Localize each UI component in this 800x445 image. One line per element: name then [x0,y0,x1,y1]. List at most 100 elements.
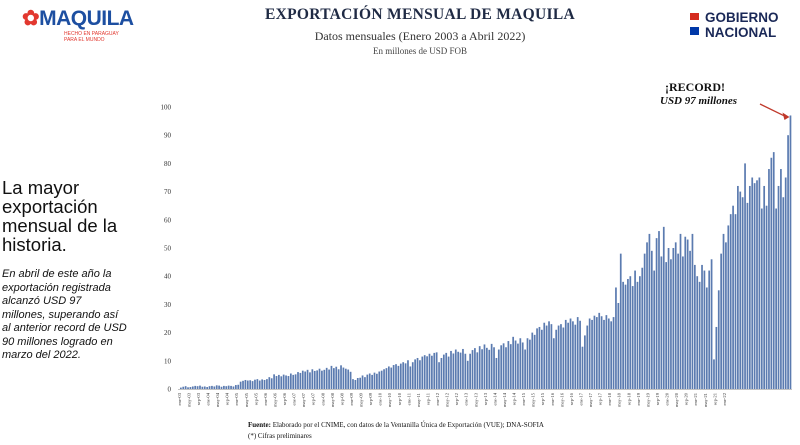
bar [349,371,352,389]
bar [440,357,443,389]
bar [701,264,703,389]
bar [693,264,696,389]
bar [397,365,400,389]
bar [294,374,297,389]
bar [581,346,584,389]
x-tick-label: may-17 [588,392,593,407]
bar [648,233,651,389]
bar [509,344,512,389]
bar [756,180,758,389]
bar [462,348,464,389]
bar [689,250,691,389]
bar [191,386,194,389]
bar [438,362,440,389]
gobierno-line: GOBIERNO [705,10,779,25]
bar [691,233,694,389]
bar [421,356,424,389]
bar [273,374,275,389]
logo-tagline: HECHO EN PARAGUAY PARA EL MUNDO [64,31,134,43]
bar [627,279,629,389]
bar [550,324,553,389]
bar [603,319,605,389]
bar [459,352,462,389]
bar [729,214,732,389]
bar [650,250,653,389]
x-tick-label: ene-10 [378,392,383,405]
bar [227,385,230,389]
bar [318,368,321,389]
x-tick-label: ene-21 [693,392,698,405]
bar [662,226,665,389]
x-tick-label: sep-04 [225,392,230,405]
bar [333,368,335,389]
x-tick-label: sep-13 [483,392,488,405]
bar [194,385,197,389]
bar [646,242,648,389]
bar [311,369,314,389]
gobierno-nacional-text: GOBIERNO NACIONAL [705,10,779,40]
bar [378,371,381,389]
bar [316,370,318,389]
bar [249,380,252,389]
bar [323,369,326,389]
bar [452,353,455,389]
bar [251,381,254,389]
x-tick-label: may-15 [531,392,536,407]
x-tick-label: ene-20 [665,392,670,405]
bar [703,270,706,389]
bar [215,385,218,389]
bar [526,338,529,389]
logo-o-mark: ✿ [22,7,40,30]
logo-word-text: MAQUILA [39,7,134,30]
bar [189,387,192,389]
bar [533,334,536,389]
bar [387,366,390,389]
bar [187,387,189,389]
x-tick-label: sep-05 [253,392,258,405]
bar [629,276,632,389]
bar [232,386,235,389]
x-tick-label: ene-07 [292,392,297,405]
bar [321,370,323,389]
x-tick-label: sep-09 [368,392,373,405]
bar [337,369,340,389]
bar [758,177,761,389]
x-tick-label: sep-15 [540,392,545,405]
bar [744,163,746,389]
x-tick-label: may-21 [703,392,708,407]
x-tick-label: may-06 [272,392,277,407]
bar [184,386,187,389]
bar [698,281,701,389]
bar [734,214,737,389]
x-tick-label: sep-17 [598,392,603,405]
x-tick-label: may-16 [559,392,564,407]
bar [519,338,522,389]
bar [748,185,751,389]
bar [208,386,211,389]
bar [309,372,311,389]
y-tick-label: 90 [164,132,172,140]
bar [739,191,742,389]
bar [364,377,366,389]
bar [660,256,663,389]
bar [385,368,388,389]
bar [531,332,534,389]
bar [682,256,684,389]
bar [607,318,610,389]
bar [579,320,581,389]
x-tick-label: ene-05 [234,392,239,405]
bar [270,378,273,389]
x-tick-label: sep-20 [684,392,689,405]
bar [512,336,515,389]
bar [507,341,510,389]
x-tick-label: ene-06 [263,392,268,405]
bar [263,379,266,389]
bar [672,248,675,389]
bar [493,347,495,389]
bar [753,183,756,389]
bar [505,347,507,389]
bar [770,157,773,389]
y-tick-label: 80 [164,160,172,168]
bar [402,362,405,389]
